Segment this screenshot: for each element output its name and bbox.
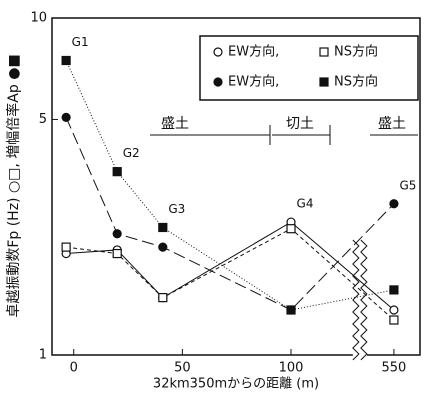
legend-box — [199, 35, 419, 101]
x-axis-label: 32km350mからの距離 (m) — [153, 377, 319, 392]
region-label: 切土 — [286, 116, 314, 132]
region-label: 盛土 — [378, 116, 406, 132]
legend-marker — [213, 77, 223, 87]
axis-break-line — [352, 239, 360, 361]
data-point — [389, 199, 399, 209]
x-tick-label: 550 — [382, 361, 407, 376]
legend-marker — [319, 77, 329, 87]
y-tick-label: 1 — [39, 348, 47, 363]
data-point — [389, 305, 399, 315]
legend-label: NS方向 — [334, 74, 378, 90]
data-point — [158, 293, 168, 303]
data-point — [61, 55, 71, 66]
data-point — [286, 305, 296, 315]
data-point — [112, 248, 122, 259]
point-label: G1 — [72, 35, 89, 49]
series-line — [66, 228, 395, 321]
point-label: G3 — [168, 202, 185, 216]
x-tick-label: 100 — [279, 361, 304, 376]
data-point — [158, 222, 168, 233]
point-label: G2 — [123, 146, 140, 160]
data-point — [158, 242, 168, 252]
series-line — [65, 60, 395, 311]
data-point — [389, 285, 399, 295]
point-label: G5 — [399, 178, 416, 192]
plot-frame — [51, 17, 421, 356]
y-tick-label: 5 — [39, 112, 47, 127]
x-tick-label: 0 — [70, 361, 78, 376]
y-axis-label: 卓越振動数Fp (Hz) ○□, 増幅倍率Ap ●■ — [5, 54, 22, 317]
legend-label: EW方向, — [228, 44, 279, 60]
legend-marker — [213, 47, 223, 57]
legend-label: NS方向 — [334, 44, 378, 60]
legend-marker — [319, 47, 329, 57]
region-arrows — [150, 125, 418, 145]
series-line — [65, 117, 395, 311]
axis-break — [352, 240, 367, 360]
data-point — [61, 112, 71, 123]
data-point — [286, 224, 296, 234]
data-point — [112, 167, 122, 177]
region-label: 盛土 — [161, 116, 189, 132]
x-tick-label: 50 — [174, 361, 191, 376]
data-point — [389, 315, 399, 325]
axis-break-line — [360, 239, 368, 361]
data-point — [61, 242, 71, 252]
legend-label: EW方向, — [228, 74, 279, 90]
data-point — [112, 229, 122, 239]
point-label: G4 — [297, 197, 314, 211]
y-tick-label: 10 — [30, 11, 47, 26]
